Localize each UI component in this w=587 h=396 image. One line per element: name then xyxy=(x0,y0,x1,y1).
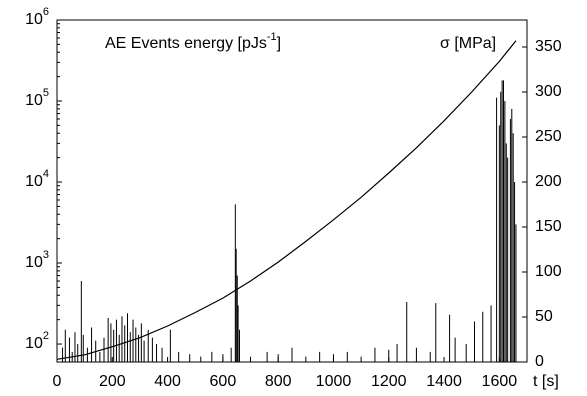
plot-frame xyxy=(56,19,528,363)
tick-base: 10 xyxy=(25,335,43,352)
tick-exponent: 3 xyxy=(43,249,49,261)
tick-exponent: 4 xyxy=(43,168,49,180)
tick-exponent: 5 xyxy=(43,87,49,99)
stress-curve xyxy=(56,40,517,360)
x-tick-label: 1600 xyxy=(482,373,518,390)
x-tick-label: 800 xyxy=(265,373,292,390)
x-axis-label: t [s] xyxy=(533,373,559,390)
label-text: AE Events energy [pJs xyxy=(105,35,267,52)
x-tick-label: 400 xyxy=(154,373,181,390)
tick-base: 10 xyxy=(25,11,43,28)
x-tick-label: 1400 xyxy=(426,373,462,390)
y-tick-label: 106 xyxy=(25,6,49,28)
y2-tick-label: 150 xyxy=(535,218,562,235)
y2-tick-label: 0 xyxy=(535,353,544,370)
y2-tick-label: 100 xyxy=(535,263,562,280)
y2-tick-label: 50 xyxy=(535,308,553,325)
tick-exponent: 2 xyxy=(43,330,49,342)
y-tick-label: 102 xyxy=(25,330,49,352)
label-sup: -1 xyxy=(267,31,277,43)
tick-exponent: 6 xyxy=(43,6,49,18)
y2-tick-label: 200 xyxy=(535,173,562,190)
label-end: ] xyxy=(277,35,281,52)
x-tick-label: 0 xyxy=(53,373,62,390)
left-axis-label: AE Events energy [pJs-1] xyxy=(105,31,281,52)
y-tick-label: 103 xyxy=(25,249,49,271)
y2-tick-label: 300 xyxy=(535,83,562,100)
x-tick-label: 200 xyxy=(99,373,126,390)
y2-tick-label: 250 xyxy=(535,128,562,145)
right-axis-label: σ [MPa] xyxy=(440,35,496,52)
tick-base: 10 xyxy=(25,173,43,190)
x-tick-label: 600 xyxy=(210,373,237,390)
y-tick-label: 104 xyxy=(25,168,49,190)
tick-base: 10 xyxy=(25,92,43,109)
y-tick-label: 105 xyxy=(25,87,49,109)
tick-base: 10 xyxy=(25,254,43,271)
x-tick-label: 1000 xyxy=(316,373,352,390)
y2-tick-label: 350 xyxy=(535,38,562,55)
x-tick-label: 1200 xyxy=(371,373,407,390)
